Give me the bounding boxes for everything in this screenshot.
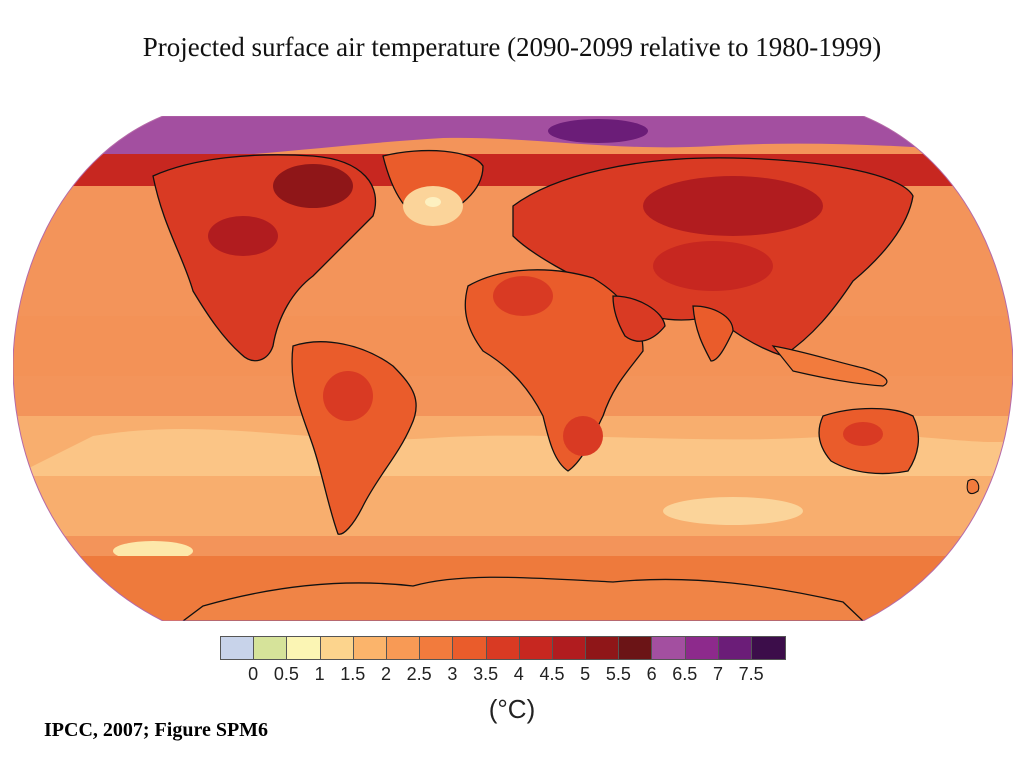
legend-swatch [552,637,587,659]
antarctica [181,576,865,621]
color-scale-ticks: 0 0.5 1 1.5 2 2.5 3 3.5 4 4.5 5 5.5 6 6.5 7 7.5 [220,664,806,688]
southern-africa-hotspot [563,416,603,456]
canada-hotspot [208,216,278,256]
legend-swatch [320,637,354,659]
legend-swatch [353,637,387,659]
map-title: Projected surface air temperature (2090-… [142,32,882,62]
legend-swatch [287,637,321,659]
world-temperature-map [13,116,1013,621]
arabian-peninsula [612,295,666,342]
central-asia-hotspot [653,241,773,291]
legend-tick-label: 5.5 [605,664,631,684]
arctic-deep-warming [548,119,648,143]
legend-swatch [386,637,421,659]
amazon-hotspot [323,371,373,421]
legend-swatch [486,637,520,659]
south-atlantic-warm-tongue [13,428,1013,476]
legend-tick-label: 7.5 [738,664,764,684]
legend-swatch [420,637,454,659]
legend-tick-label: 2 [380,664,392,684]
legend-tick-label: 0.5 [273,664,299,684]
north-america-hotspot [273,164,353,208]
north-atlantic-minimum [425,197,441,207]
globe-outline [13,116,1013,621]
southeast-asia [771,345,888,387]
legend-swatch [221,637,255,659]
legend-swatch [752,637,786,659]
legend-swatch [519,637,553,659]
legend-swatch [652,637,686,659]
legend-tick-label: 3.5 [473,664,499,684]
indian-subcontinent [692,305,734,362]
legend-tick-label: 2.5 [406,664,432,684]
legend-tick-label: 3 [447,664,458,684]
legend-swatch [254,637,288,659]
legend-swatch [586,637,620,659]
arctic-cap [13,116,1013,164]
south-ocean-pale-patch [663,497,803,525]
siberia-hotspot [643,176,823,236]
australia-hotspot [843,422,883,446]
new-zealand [966,478,980,495]
legend-tick-label: 4 [513,664,524,684]
legend-tick-label: 7 [712,664,724,684]
legend-tick-label: 5 [580,664,591,684]
legend-tick-label: 6.5 [672,664,698,684]
legend-tick-label: 0 [248,664,259,684]
legend-tick-label: 1.5 [340,664,366,684]
legend-swatch [619,637,653,659]
legend-tick-label: 4.5 [539,664,565,684]
legend-tick-label: 1 [314,664,325,684]
color-scale-bar [220,636,787,660]
south-america [291,341,417,535]
legend-swatch [718,637,752,659]
legend-swatch [685,637,719,659]
unit-label: (°C) [488,694,536,724]
legend-swatch [453,637,487,659]
sahara-hotspot [493,276,553,316]
source-citation: IPCC, 2007; Figure SPM6 [44,719,269,741]
legend-tick-label: 6 [646,664,657,684]
